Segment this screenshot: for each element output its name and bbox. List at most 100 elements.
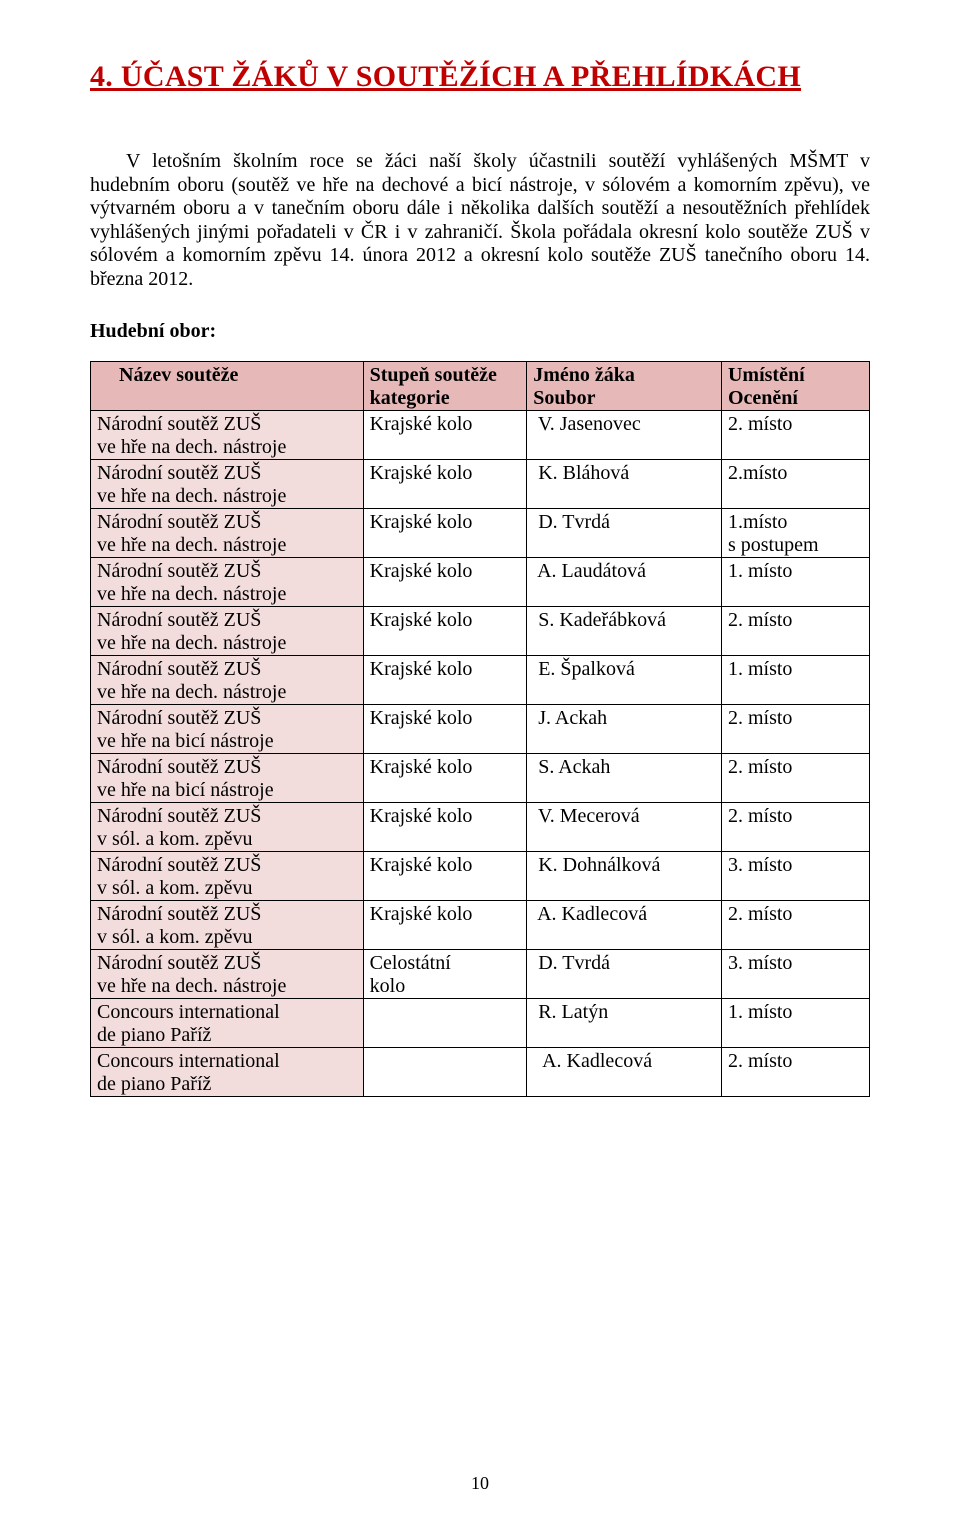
cell-name-l2: ve hře na dech. nástroje <box>97 534 359 557</box>
cell-name-l1: Národní soutěž ZUŠ <box>97 756 359 779</box>
table-row: Národní soutěž ZUŠve hře na dech. nástro… <box>91 655 870 704</box>
cell-name-l1: Národní soutěž ZUŠ <box>97 658 359 681</box>
cell-place: 2. místo <box>721 1047 869 1096</box>
cell-name-l1: Národní soutěž ZUŠ <box>97 413 359 436</box>
th-student: Jméno žáka Soubor <box>527 361 722 410</box>
cell-stage: Krajské kolo <box>363 704 527 753</box>
cell-stage: Krajské kolo <box>363 900 527 949</box>
cell-stage: Krajské kolo <box>363 851 527 900</box>
cell-name-l2: ve hře na dech. nástroje <box>97 583 359 606</box>
cell-stage: Krajské kolo <box>363 802 527 851</box>
intro-paragraph: V letošním školním roce se žáci naší ško… <box>90 150 870 292</box>
table-row: Národní soutěž ZUŠv sól. a kom. zpěvuKra… <box>91 851 870 900</box>
table-row: Národní soutěž ZUŠve hře na dech. nástro… <box>91 508 870 557</box>
table-row: Národní soutěž ZUŠve hře na dech. nástro… <box>91 557 870 606</box>
cell-name-l2: ve hře na dech. nástroje <box>97 485 359 508</box>
cell-stage-l1: Krajské kolo <box>370 560 523 583</box>
cell-name: Národní soutěž ZUŠve hře na dech. nástro… <box>91 655 364 704</box>
cell-place: 2. místo <box>721 606 869 655</box>
cell-name-l2: ve hře na dech. nástroje <box>97 632 359 655</box>
cell-stage: Krajské kolo <box>363 410 527 459</box>
cell-name: Národní soutěž ZUŠv sól. a kom. zpěvu <box>91 851 364 900</box>
cell-stage-l1: Krajské kolo <box>370 805 523 828</box>
cell-stage: Celostátníkolo <box>363 949 527 998</box>
cell-student: A. Kadlecová <box>527 1047 722 1096</box>
cell-place-l1: 2. místo <box>728 903 865 926</box>
cell-stage-l1: Krajské kolo <box>370 707 523 730</box>
table-row: Concours internationalde piano Paříž R. … <box>91 998 870 1047</box>
cell-stage: Krajské kolo <box>363 606 527 655</box>
cell-name-l1: Concours international <box>97 1001 359 1024</box>
cell-student: K. Dohnálková <box>527 851 722 900</box>
cell-name: Národní soutěž ZUŠve hře na bicí nástroj… <box>91 704 364 753</box>
cell-place-l1: 1.místo <box>728 511 865 534</box>
cell-name: Národní soutěž ZUŠve hře na dech. nástro… <box>91 410 364 459</box>
subsection-label: Hudební obor: <box>90 320 870 343</box>
cell-place-l1: 2. místo <box>728 609 865 632</box>
cell-stage-l2: kolo <box>370 975 523 998</box>
cell-stage <box>363 998 527 1047</box>
cell-stage-l1: Krajské kolo <box>370 903 523 926</box>
cell-student: R. Latýn <box>527 998 722 1047</box>
document-page: 4. ÚČAST ŽÁKŮ V SOUTĚŽÍCH A PŘEHLÍDKÁCH … <box>0 0 960 1524</box>
cell-name-l2: ve hře na bicí nástroje <box>97 730 359 753</box>
table-row: Národní soutěž ZUŠve hře na bicí nástroj… <box>91 704 870 753</box>
table-row: Národní soutěž ZUŠve hře na dech. nástro… <box>91 606 870 655</box>
cell-student: V. Jasenovec <box>527 410 722 459</box>
cell-place-l1: 3. místo <box>728 854 865 877</box>
cell-name: Národní soutěž ZUŠve hře na dech. nástro… <box>91 508 364 557</box>
cell-stage: Krajské kolo <box>363 508 527 557</box>
page-number: 10 <box>0 1473 960 1494</box>
cell-name-l2: ve hře na dech. nástroje <box>97 436 359 459</box>
cell-name-l2: de piano Paříž <box>97 1024 359 1047</box>
cell-student: A. Kadlecová <box>527 900 722 949</box>
cell-name-l1: Národní soutěž ZUŠ <box>97 952 359 975</box>
cell-place: 2. místo <box>721 410 869 459</box>
th-place-l1: Umístění <box>728 364 805 386</box>
cell-name-l2: v sól. a kom. zpěvu <box>97 926 359 949</box>
cell-place-l1: 2. místo <box>728 707 865 730</box>
th-name-l1: Název soutěže <box>97 364 359 387</box>
cell-stage: Krajské kolo <box>363 459 527 508</box>
cell-name: Concours internationalde piano Paříž <box>91 1047 364 1096</box>
cell-place: 2.místo <box>721 459 869 508</box>
cell-student: V. Mecerová <box>527 802 722 851</box>
table-header-row: Název soutěže Stupeň soutěže kategorie J… <box>91 361 870 410</box>
cell-stage-l1: Krajské kolo <box>370 511 523 534</box>
cell-name-l1: Národní soutěž ZUŠ <box>97 609 359 632</box>
cell-stage: Krajské kolo <box>363 557 527 606</box>
cell-student: A. Laudátová <box>527 557 722 606</box>
cell-place: 1. místo <box>721 655 869 704</box>
cell-place-l1: 2.místo <box>728 462 865 485</box>
cell-place: 2. místo <box>721 753 869 802</box>
cell-student: S. Ackah <box>527 753 722 802</box>
cell-name: Národní soutěž ZUŠv sól. a kom. zpěvu <box>91 802 364 851</box>
cell-student: K. Bláhová <box>527 459 722 508</box>
cell-name: Národní soutěž ZUŠve hře na dech. nástro… <box>91 557 364 606</box>
cell-stage-l1: Krajské kolo <box>370 609 523 632</box>
th-stage-l1: Stupeň soutěže <box>370 364 497 386</box>
cell-place: 2. místo <box>721 900 869 949</box>
cell-place: 1.místos postupem <box>721 508 869 557</box>
table-row: Národní soutěž ZUŠv sól. a kom. zpěvu Kra… <box>91 900 870 949</box>
table-row: Národní soutěž ZUŠv sól. a kom. zpěvu Kra… <box>91 802 870 851</box>
cell-stage: Krajské kolo <box>363 753 527 802</box>
table-row: Národní soutěž ZUŠve hře na bicí nástroj… <box>91 753 870 802</box>
th-student-l1: Jméno žáka <box>533 364 635 386</box>
cell-name: Národní soutěž ZUŠve hře na dech. nástro… <box>91 949 364 998</box>
section-heading: 4. ÚČAST ŽÁKŮ V SOUTĚŽÍCH A PŘEHLÍDKÁCH <box>90 60 870 94</box>
cell-place-l1: 2. místo <box>728 1050 865 1073</box>
table-row: Concours internationalde piano Paříž A. … <box>91 1047 870 1096</box>
th-stage-l2: kategorie <box>370 387 450 409</box>
th-place: Umístění Ocenění <box>721 361 869 410</box>
cell-name-l1: Národní soutěž ZUŠ <box>97 805 359 828</box>
cell-name: Národní soutěž ZUŠve hře na dech. nástro… <box>91 459 364 508</box>
cell-name-l2: de piano Paříž <box>97 1073 359 1096</box>
cell-place: 3. místo <box>721 851 869 900</box>
cell-place-l1: 2. místo <box>728 805 865 828</box>
table-row: Národní soutěž ZUŠve hře na dech. nástro… <box>91 949 870 998</box>
cell-name: Národní soutěž ZUŠv sól. a kom. zpěvu <box>91 900 364 949</box>
cell-name-l1: Concours international <box>97 1050 359 1073</box>
cell-name-l1: Národní soutěž ZUŠ <box>97 903 359 926</box>
table-row: Národní soutěž ZUŠve hře na dech. nástro… <box>91 459 870 508</box>
